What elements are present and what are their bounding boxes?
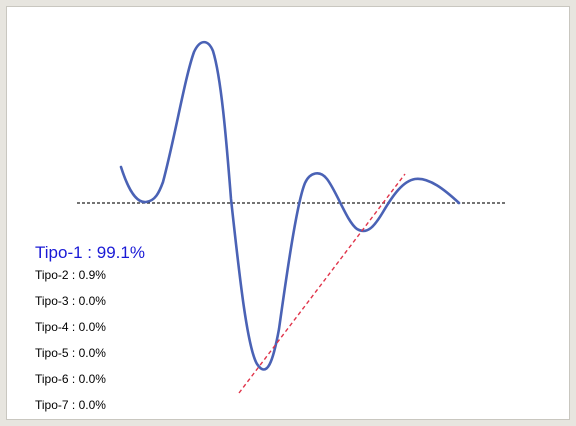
class-value: 0.0% <box>78 320 106 334</box>
top-classification: Tipo-1 : 99.1% <box>35 243 145 262</box>
class-value: 0.0% <box>78 346 106 360</box>
class-value: 0.0% <box>78 294 106 308</box>
class-label: Tipo-7 <box>35 398 69 412</box>
class-label: Tipo-3 <box>35 294 69 308</box>
class-label: Tipo-6 <box>35 372 69 386</box>
classification-item: Tipo-3 : 0.0% <box>35 294 106 308</box>
class-value: 0.0% <box>78 398 106 412</box>
waveform-curve <box>119 40 461 371</box>
class-label: Tipo-4 <box>35 320 69 334</box>
result-panel: Tipo-1 : 99.1% Tipo-2 : 0.9% Tipo-3 : 0.0… <box>6 6 570 420</box>
class-label: Tipo-2 <box>35 268 69 282</box>
class-label: Tipo-5 <box>35 346 69 360</box>
class-value: 0.9% <box>78 268 106 282</box>
classification-item: Tipo-7 : 0.0% <box>35 398 106 412</box>
top-class-value: 99.1% <box>96 243 145 262</box>
top-class-label: Tipo-1 <box>35 243 83 262</box>
classification-item: Tipo-5 : 0.0% <box>35 346 106 360</box>
classification-item: Tipo-2 : 0.9% <box>35 268 106 282</box>
classification-item: Tipo-4 : 0.0% <box>35 320 106 334</box>
waveform-diagram <box>77 40 507 394</box>
classification-item: Tipo-6 : 0.0% <box>35 372 106 386</box>
classification-list: Tipo-2 : 0.9% Tipo-3 : 0.0% Tipo-4 : 0.0% T… <box>35 269 106 425</box>
trend-line-dashed <box>238 173 406 394</box>
class-value: 0.0% <box>78 372 106 386</box>
